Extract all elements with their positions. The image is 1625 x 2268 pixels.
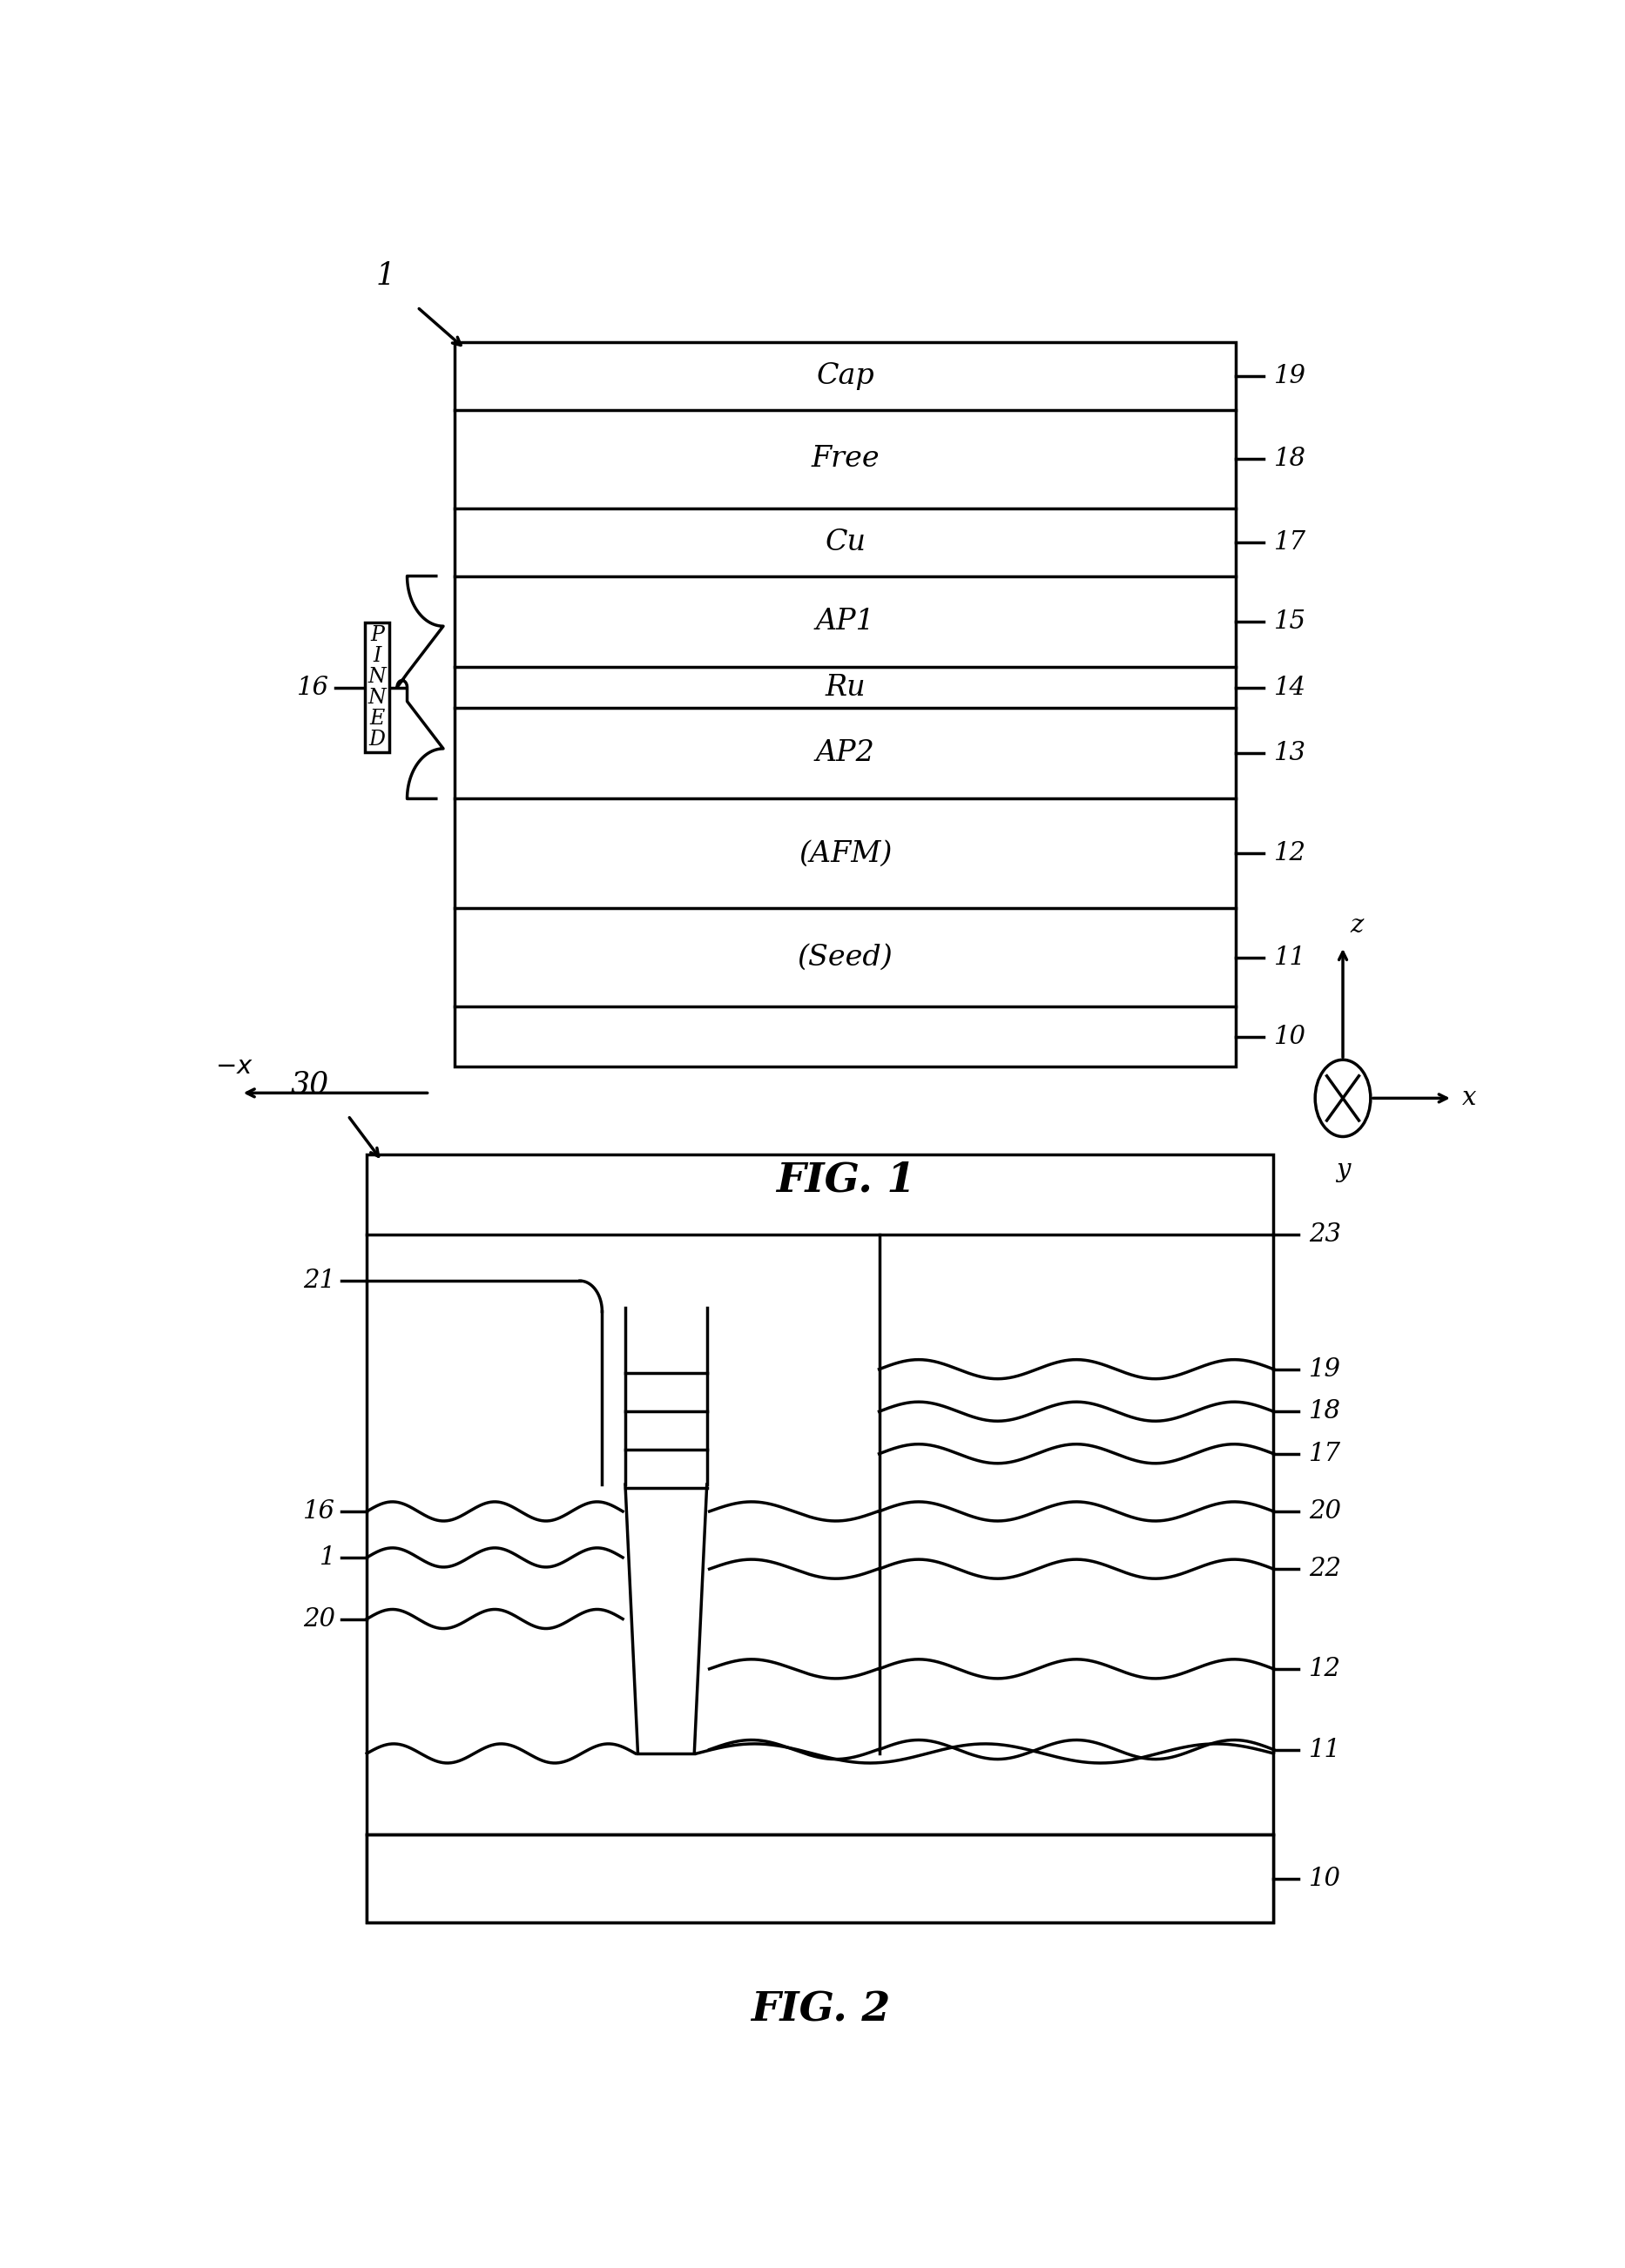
Text: 20: 20: [304, 1606, 335, 1631]
Text: FIG. 1: FIG. 1: [775, 1161, 915, 1200]
Text: Free: Free: [811, 445, 879, 474]
Text: x: x: [1463, 1086, 1477, 1111]
Text: 19: 19: [1274, 363, 1306, 388]
Text: P
I
N
N
E
D: P I N N E D: [367, 626, 385, 748]
Text: 10: 10: [1274, 1025, 1306, 1048]
Text: Cap: Cap: [816, 363, 874, 390]
Bar: [367, 1154, 1274, 1923]
Bar: [367, 1835, 1274, 1923]
Text: 12: 12: [1274, 841, 1306, 866]
Text: 22: 22: [1308, 1556, 1341, 1581]
Text: AP1: AP1: [816, 608, 874, 635]
Text: 18: 18: [1308, 1399, 1341, 1424]
Text: 30: 30: [291, 1070, 330, 1100]
Text: 12: 12: [1308, 1656, 1341, 1681]
Text: AP2: AP2: [816, 739, 874, 767]
Text: 15: 15: [1274, 610, 1306, 633]
Text: 19: 19: [1308, 1356, 1341, 1381]
Text: 17: 17: [1274, 531, 1306, 553]
Text: 17: 17: [1308, 1442, 1341, 1465]
Text: 20: 20: [1308, 1499, 1341, 1524]
Text: 11: 11: [1274, 946, 1306, 968]
Text: 16: 16: [297, 676, 328, 699]
Text: 23: 23: [1308, 1222, 1341, 1247]
Text: 21: 21: [304, 1268, 335, 1293]
Text: y: y: [1336, 1157, 1350, 1182]
Text: Cu: Cu: [826, 528, 866, 556]
Text: 14: 14: [1274, 676, 1306, 699]
Text: Ru: Ru: [826, 674, 866, 701]
Text: z: z: [1350, 914, 1363, 937]
Text: 13: 13: [1274, 742, 1306, 767]
Text: 16: 16: [304, 1499, 335, 1524]
Text: 10: 10: [1308, 1867, 1341, 1892]
Text: 1: 1: [375, 261, 395, 290]
Text: 1: 1: [318, 1545, 335, 1569]
Bar: [455, 342, 1237, 1066]
Text: FIG. 2: FIG. 2: [751, 1989, 890, 2030]
Text: (Seed): (Seed): [798, 943, 894, 971]
Text: 11: 11: [1308, 1737, 1341, 1762]
Text: 18: 18: [1274, 447, 1306, 472]
Text: (AFM): (AFM): [798, 839, 892, 866]
Text: $-x$: $-x$: [216, 1055, 254, 1080]
